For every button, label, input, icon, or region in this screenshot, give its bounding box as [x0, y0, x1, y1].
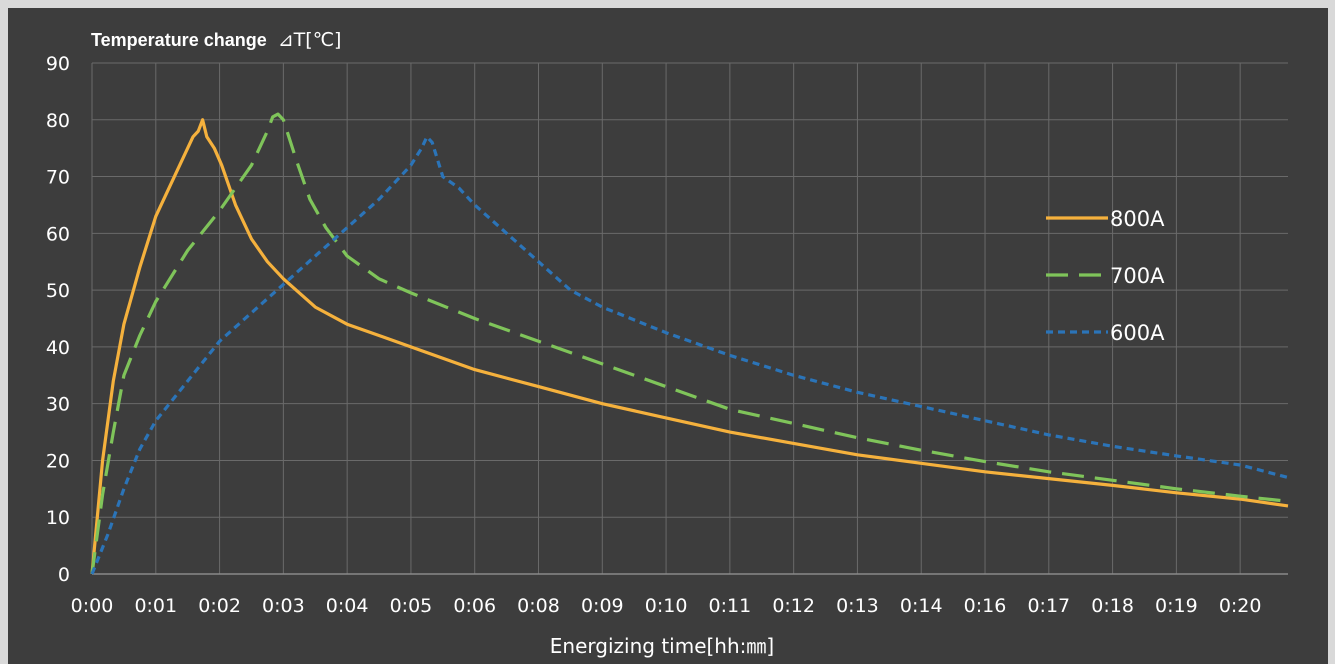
x-tick-label: 0:18	[1091, 595, 1134, 617]
chart-title: Temperature change ⊿T[℃]	[91, 29, 341, 51]
y-tick-label: 90	[46, 53, 70, 75]
x-tick-label: 0:19	[1155, 595, 1198, 617]
chart-panel: 0 10 20 30 40 50 60 70 80 90 0:00 0:01 0:02 0:03 0:04…	[8, 8, 1328, 664]
x-tick-label: 0:01	[134, 595, 177, 617]
x-tick-label: 0:17	[1027, 595, 1070, 617]
x-tick-label: 0:03	[262, 595, 305, 617]
x-tick-label: 0:14	[900, 595, 943, 617]
y-axis-ticks: 0 10 20 30 40 50 60 70 80 90	[46, 53, 70, 586]
grid-lines	[91, 62, 1288, 574]
x-tick-label: 0:12	[772, 595, 815, 617]
x-tick-label: 0:00	[71, 595, 114, 617]
y-tick-label: 60	[46, 223, 70, 245]
legend-label-600a: 600A	[1110, 321, 1165, 345]
legend-label-800a: 800A	[1110, 207, 1165, 231]
series-line-700a	[90, 112, 1289, 575]
line-chart: 0 10 20 30 40 50 60 70 80 90 0:00 0:01 0:02 0:03 0:04…	[46, 29, 1289, 658]
x-axis-ticks: 0:00 0:01 0:02 0:03 0:04 0:05 0:06 0:08 0:09 0:10…	[71, 595, 1262, 617]
x-tick-label: 0:13	[836, 595, 879, 617]
x-tick-label: 0:06	[453, 595, 496, 617]
x-tick-label: 0:08	[517, 595, 560, 617]
legend-label-700a: 700A	[1110, 264, 1165, 288]
plot-area	[90, 112, 1289, 575]
y-tick-label: 70	[46, 167, 70, 189]
series-line-800a	[90, 118, 1289, 575]
x-tick-label: 0:02	[198, 595, 241, 617]
x-tick-label: 0:20	[1219, 595, 1262, 617]
y-tick-label: 0	[58, 564, 70, 586]
series-line-600a	[90, 135, 1289, 575]
y-tick-label: 50	[46, 280, 70, 302]
x-tick-label: 0:16	[964, 595, 1007, 617]
y-tick-label: 40	[46, 337, 70, 359]
legend: 800A 700A 600A	[1046, 207, 1165, 345]
x-tick-label: 0:09	[581, 595, 624, 617]
y-tick-label: 10	[46, 507, 70, 529]
y-tick-label: 80	[46, 110, 70, 132]
x-tick-label: 0:04	[326, 595, 369, 617]
y-tick-label: 30	[46, 394, 70, 416]
x-tick-label: 0:10	[645, 595, 688, 617]
x-tick-label: 0:11	[709, 595, 752, 617]
y-tick-label: 20	[46, 450, 70, 472]
x-axis-label: Energizing time[hh:㎜]	[550, 634, 774, 658]
x-tick-label: 0:05	[390, 595, 433, 617]
